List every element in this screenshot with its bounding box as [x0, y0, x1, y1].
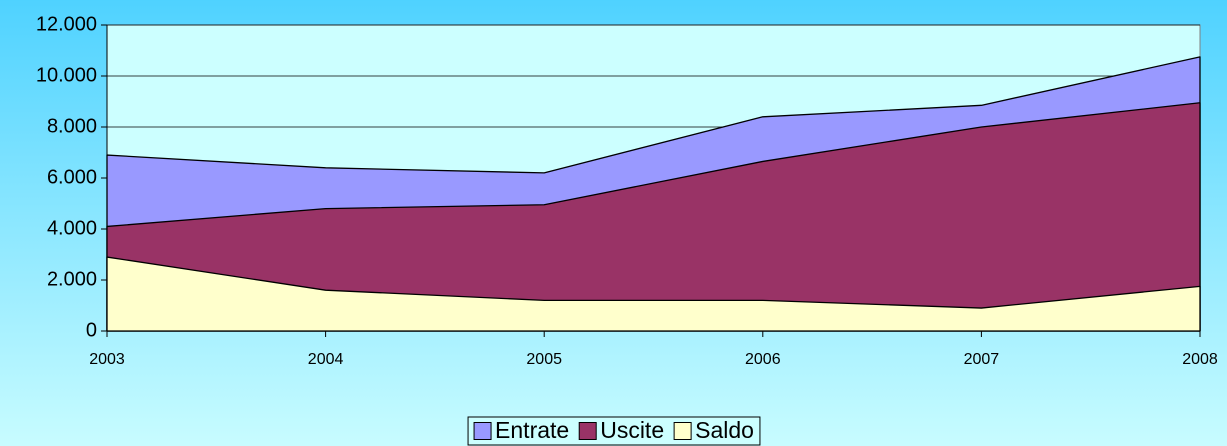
y-tick-label: 6.000 — [47, 166, 97, 188]
legend-label: Entrate — [495, 417, 569, 443]
y-tick-label: 0 — [86, 319, 97, 341]
y-tick-label: 8.000 — [47, 115, 97, 137]
x-tick-label: 2003 — [89, 351, 125, 368]
legend-swatch — [673, 422, 692, 440]
x-tick-label: 2004 — [308, 351, 344, 368]
y-tick-label: 4.000 — [47, 217, 97, 239]
legend-swatch — [578, 422, 597, 440]
x-tick-label: 2006 — [745, 351, 781, 368]
y-tick-label: 2.000 — [47, 268, 97, 290]
y-tick-label: 10.000 — [36, 64, 97, 86]
legend-label: Saldo — [695, 417, 754, 443]
x-tick-label: 2008 — [1182, 351, 1218, 368]
x-tick-label: 2005 — [526, 351, 562, 368]
x-tick-label: 2007 — [964, 351, 1000, 368]
legend-label: Uscite — [600, 417, 664, 443]
legend-swatch — [473, 422, 492, 440]
legend: Entrate Uscite Saldo — [467, 416, 761, 446]
y-tick-label: 12.000 — [36, 13, 97, 35]
legend-box — [467, 416, 761, 446]
